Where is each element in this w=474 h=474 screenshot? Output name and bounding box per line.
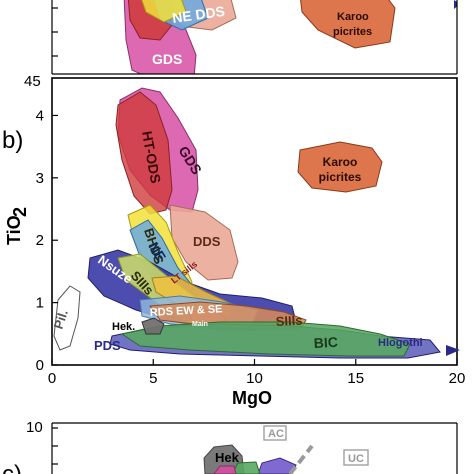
region-label-karoo-line-1: picrites xyxy=(319,170,362,184)
top-ytick-label: 45 xyxy=(24,73,41,90)
x-tick-label-0: 0 xyxy=(48,370,56,387)
y-tick-label-2: 2 xyxy=(36,232,44,249)
region-label-8: RDS EW & SE xyxy=(150,303,223,319)
region-label-10: SIIIs xyxy=(275,313,302,329)
x-tick-label-2: 10 xyxy=(246,370,263,387)
y-axis-title-main: TiO xyxy=(4,215,24,245)
region-label-9: Main xyxy=(192,321,208,328)
top-label-ne-dds: NE DDS xyxy=(171,3,226,26)
bottom-label-uc: UC xyxy=(348,453,364,465)
region-label-karoo-line-0: Karoo xyxy=(323,155,358,169)
top-region-karoo xyxy=(300,0,396,49)
region-pil xyxy=(53,285,81,351)
x-tick-label-3: 15 xyxy=(347,370,364,387)
bottom-label-hek: Hek xyxy=(215,450,240,465)
region-label-14: Pil. xyxy=(51,308,71,331)
y-tick-label-1: 1 xyxy=(36,295,44,312)
panel-letter-b: b) xyxy=(2,127,23,154)
bottom-panel-letter-fragment: c) xyxy=(2,461,22,474)
top-right-arrow xyxy=(454,0,457,9)
x-tick-label-1: 5 xyxy=(149,370,157,387)
region-label-2: DDS xyxy=(193,234,221,249)
bottom-dashed-line xyxy=(288,444,314,474)
bottom-region-magenta xyxy=(213,465,237,474)
bottom-region-green xyxy=(231,461,261,474)
top-label-karoo-2: picrites xyxy=(333,26,372,38)
region-label-11: BIC xyxy=(313,334,338,351)
region-bic xyxy=(120,321,411,357)
bottom-region-purple xyxy=(257,457,297,474)
bottom-uc-box xyxy=(343,449,369,466)
y-tick-label-3: 3 xyxy=(36,170,44,187)
hlogothi-arrow xyxy=(446,345,460,356)
top-panel-regions: NE DDS GDS Karoo picrites xyxy=(123,0,457,74)
region-label-13: PDS xyxy=(94,338,121,353)
bottom-panel-regions: Hek AC UC xyxy=(203,425,369,474)
y-axis-title-subscript: 2 xyxy=(10,207,30,217)
y-tick-label-4: 4 xyxy=(36,107,44,124)
top-region-bhds xyxy=(141,0,187,23)
bottom-panel: Hek AC UC 10 c) xyxy=(2,419,458,474)
top-label-karoo-1: Karoo xyxy=(337,11,369,23)
region-ht-ods xyxy=(115,91,173,215)
x-tick-label-4: 20 xyxy=(449,370,466,387)
bottom-ac-box xyxy=(263,425,287,441)
region-karoo-picrites xyxy=(297,141,383,193)
top-label-gds: GDS xyxy=(152,51,182,67)
panel-b-axes: 0 5 10 15 20 0 1 2 3 4 xyxy=(36,107,466,387)
y-axis-title: TiO 2 xyxy=(4,207,30,245)
region-label-12: Hek. xyxy=(112,321,135,333)
region-dds xyxy=(169,204,239,281)
region-label-15: Hlogothi xyxy=(378,337,423,349)
region-hek xyxy=(141,317,165,335)
y-tick-label-0: 0 xyxy=(36,357,44,374)
x-axis-title: MgO xyxy=(232,388,272,408)
bottom-label-ac: AC xyxy=(268,428,284,440)
bottom-ytick-label: 10 xyxy=(26,419,43,436)
top-panel: NE DDS GDS Karoo picrites 45 xyxy=(24,0,458,90)
